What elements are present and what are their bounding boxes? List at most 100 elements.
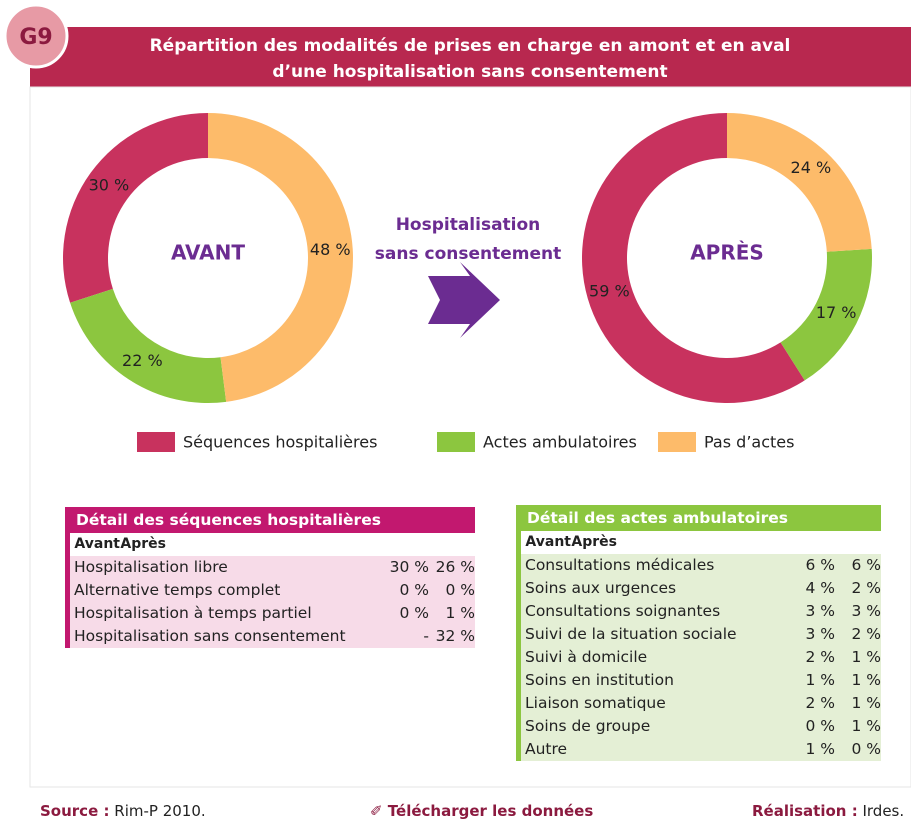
value-label: 22 % <box>122 351 163 370</box>
table-title-text: Détail des actes ambulatoires <box>527 509 788 527</box>
source-label: Source : <box>40 802 110 820</box>
row-label: Hospitalisation libre <box>74 558 228 576</box>
header-band <box>30 27 911 87</box>
table-value: 0 % <box>805 717 835 735</box>
column-header: Avant <box>74 536 120 552</box>
table-value: 3 % <box>805 602 835 620</box>
legend-swatch <box>437 432 475 452</box>
frame <box>29 86 911 788</box>
table-row: Hospitalisation à temps partiel 0 % 1 % <box>70 602 475 625</box>
donut-segment <box>62 113 209 303</box>
column-header: Après <box>120 536 166 552</box>
table-value: 4 % <box>805 579 835 597</box>
table-value: 1 % <box>851 717 881 735</box>
badge-text: G9 <box>19 25 52 50</box>
table-value: 1 % <box>805 671 835 689</box>
value-label: 17 % <box>816 303 857 322</box>
table-value: 0 % <box>399 581 429 599</box>
table-row: Hospitalisation sans consentement -32 % <box>70 625 475 648</box>
legend-swatch <box>658 432 696 452</box>
table-row: Consultations soignantes 3 % 3 % <box>521 600 881 623</box>
table-value: 30 % <box>389 558 429 576</box>
table-value: 0 % <box>399 604 429 622</box>
download[interactable]: ✐ Télécharger les données <box>370 802 594 820</box>
row-label: Autre <box>525 740 568 758</box>
table-value: 6 % <box>805 556 835 574</box>
table-row: Soins aux urgences 4 % 2 % <box>521 577 881 600</box>
credit-label: Réalisation : <box>752 802 858 820</box>
row-label: Hospitalisation sans consentement <box>74 627 346 645</box>
credit-text: Irdes. <box>862 802 905 820</box>
table-title-text: Détail des séquences hospitalières <box>76 511 381 529</box>
table-value: 1 % <box>445 604 475 622</box>
table-row: Liaison somatique 2 % 1 % <box>521 692 881 715</box>
table-row: Alternative temps complet 0 % 0 % <box>70 579 475 602</box>
table-row: Hospitalisation libre 30 % 26 % <box>70 556 475 579</box>
donut-segment <box>208 113 354 402</box>
row-label: Soins aux urgences <box>525 579 677 597</box>
table-header: Avant Après <box>70 533 475 556</box>
table-row: Soins en institution 1 % 1 % <box>521 669 881 692</box>
table-row: Suivi de la situation sociale 3 % 2 % <box>521 623 881 646</box>
table-value: - <box>423 627 429 645</box>
table-row: Suivi à domicile 2 % 1 % <box>521 646 881 669</box>
table-value: 0 % <box>851 740 881 758</box>
table-value: 26 % <box>435 558 475 576</box>
center-label: APRÈS <box>690 241 764 265</box>
row-label: Suivi à domicile <box>525 648 648 666</box>
table-value: 3 % <box>805 625 835 643</box>
value-label: 30 % <box>89 175 130 194</box>
table-row: Autre 1 % 0 % <box>521 738 881 761</box>
table-row: Consultations médicales 6 % 6 % <box>521 554 881 577</box>
table-value: 2 % <box>851 625 881 643</box>
table-title: Détail des actes ambulatoires <box>521 505 881 531</box>
source-text: Rim-P 2010. <box>114 802 206 820</box>
row-label: Hospitalisation à temps partiel <box>74 604 312 622</box>
row-label: Consultations médicales <box>525 556 715 574</box>
legend-label: Actes ambulatoires <box>483 433 637 452</box>
row-label: Soins en institution <box>525 671 674 689</box>
arrow-label: sans consentement <box>375 244 561 264</box>
donut-segment <box>70 288 227 404</box>
table: Détail des séquences hospitalières Avant A… <box>65 507 475 648</box>
title-line: Répartition des modalités de prises en c… <box>150 36 791 56</box>
table-value: 2 % <box>805 694 835 712</box>
legend-label: Séquences hospitalières <box>183 433 377 452</box>
column-header: Après <box>571 534 617 550</box>
table-value: 1 % <box>805 740 835 758</box>
arrow-label: Hospitalisation <box>396 215 541 235</box>
legend-swatch <box>137 432 175 452</box>
table-value: 0 % <box>445 581 475 599</box>
badge <box>3 3 69 69</box>
table-value: 1 % <box>851 648 881 666</box>
table-value: 32 % <box>435 627 475 645</box>
row-label: Consultations soignantes <box>525 602 721 620</box>
legend-label: Pas d’actes <box>704 433 794 452</box>
row-label: Soins de groupe <box>525 717 651 735</box>
donut-segment <box>780 248 872 381</box>
center-label: AVANT <box>171 241 245 265</box>
credit: Réalisation : Irdes. <box>752 802 904 820</box>
row-label: Suivi de la situation sociale <box>525 625 737 643</box>
row-label: Alternative temps complet <box>74 581 281 599</box>
column-header: Avant <box>525 534 571 550</box>
download-text[interactable]: Télécharger les données <box>387 802 594 820</box>
value-label: 59 % <box>589 282 630 301</box>
arrow <box>428 262 500 338</box>
table-row: Soins de groupe 0 % 1 % <box>521 715 881 738</box>
donut-segment <box>727 112 872 252</box>
table-title: Détail des séquences hospitalières <box>70 507 475 533</box>
value-label: 24 % <box>791 158 832 177</box>
title-line: d’une hospitalisation sans consentement <box>272 62 667 82</box>
source: Source : Rim-P 2010. <box>40 802 206 820</box>
table-value: 2 % <box>805 648 835 666</box>
donut-segment <box>582 113 805 403</box>
table-value: 2 % <box>851 579 881 597</box>
table-value: 6 % <box>851 556 881 574</box>
table-value: 3 % <box>851 602 881 620</box>
table-value: 1 % <box>851 671 881 689</box>
table-value: 1 % <box>851 694 881 712</box>
table: Détail des actes ambulatoires Avant Après C… <box>516 505 881 761</box>
